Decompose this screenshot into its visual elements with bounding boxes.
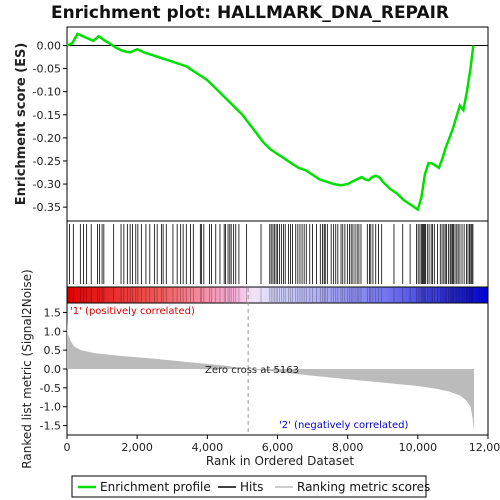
x-tick-label: 12,000	[469, 441, 500, 454]
ranking-metric-area	[67, 320, 474, 432]
metric-panel: 1.5 1.0 0.5 0.0 -0.5 -1.0 -1.5 0 2,000 4,000 6,00…	[20, 269, 500, 468]
x-tick-label: 0	[64, 441, 71, 454]
legend-hits-label: Hits	[240, 480, 263, 494]
legend-metric-label: Ranking metric scores	[297, 480, 430, 494]
metric-y-axis-label: Ranked list metric (Signal2Noise)	[20, 269, 34, 468]
metric-y-tick-label: -1.0	[40, 401, 61, 414]
x-tick-label: 6,000	[262, 441, 294, 454]
es-y-tick-label: 0.00	[37, 39, 62, 52]
x-axis-ticks: 0 2,000 4,000 6,000 8,000 10,000 12,000	[64, 435, 500, 454]
x-tick-label: 10,000	[399, 441, 438, 454]
es-panel: 0.00-0.05-0.10-0.15-0.20-0.25-0.30-0.35 …	[14, 26, 489, 222]
x-tick-label: 4,000	[192, 441, 224, 454]
es-y-tick-label: -0.15	[33, 109, 61, 122]
es-y-ticks: 0.00 -0.05 -0.10 -0.15 -0.20 -0.25 -0.30 -0.35	[33, 39, 67, 214]
es-y-tick-label: -0.10	[33, 86, 61, 99]
rank-color-bar	[66, 286, 489, 304]
positive-correlated-label: '1' (positively correlated)	[70, 306, 195, 317]
legend-enrichment-label: Enrichment profile	[100, 480, 211, 494]
legend-frame	[71, 475, 427, 498]
metric-y-tick-label: -1.5	[40, 420, 61, 433]
rank-bar-hit-ticks	[69, 288, 474, 302]
metric-y-tick-label: 1.0	[44, 325, 62, 338]
x-tick-label: 8,000	[332, 441, 364, 454]
legend: Enrichment profile Hits Ranking metric s…	[71, 475, 430, 498]
x-axis-label: Rank in Ordered Dataset	[206, 454, 354, 468]
es-panel-frame	[66, 26, 489, 222]
hit-lines	[69, 224, 474, 284]
es-y-tick-label: -0.30	[33, 178, 61, 191]
metric-y-tick-label: 1.5	[44, 306, 62, 319]
metric-y-tick-label: -0.5	[40, 382, 61, 395]
es-y-tick-label: -0.05	[33, 63, 61, 76]
metric-y-tick-label: 0.0	[44, 363, 62, 376]
es-y-axis-label: Enrichment score (ES)	[14, 43, 29, 206]
negative-correlated-label: '2' (negatively correlated)	[279, 420, 408, 431]
es-y-tick-label: -0.35	[33, 201, 61, 214]
zero-cross-label: Zero cross at 5163	[205, 365, 299, 376]
enrichment-profile-line	[66, 32, 475, 212]
es-y-tick-label: -0.20	[33, 132, 61, 145]
x-tick-label: 2,000	[121, 441, 153, 454]
es-y-tick-label: -0.25	[33, 155, 61, 168]
chart-title: Enrichment plot: HALLMARK_DNA_REPAIR	[51, 3, 449, 23]
metric-y-tick-label: 0.5	[44, 344, 62, 357]
metric-y-ticks: 1.5 1.0 0.5 0.0 -0.5 -1.0 -1.5	[40, 306, 67, 433]
hits-panel	[66, 220, 489, 288]
